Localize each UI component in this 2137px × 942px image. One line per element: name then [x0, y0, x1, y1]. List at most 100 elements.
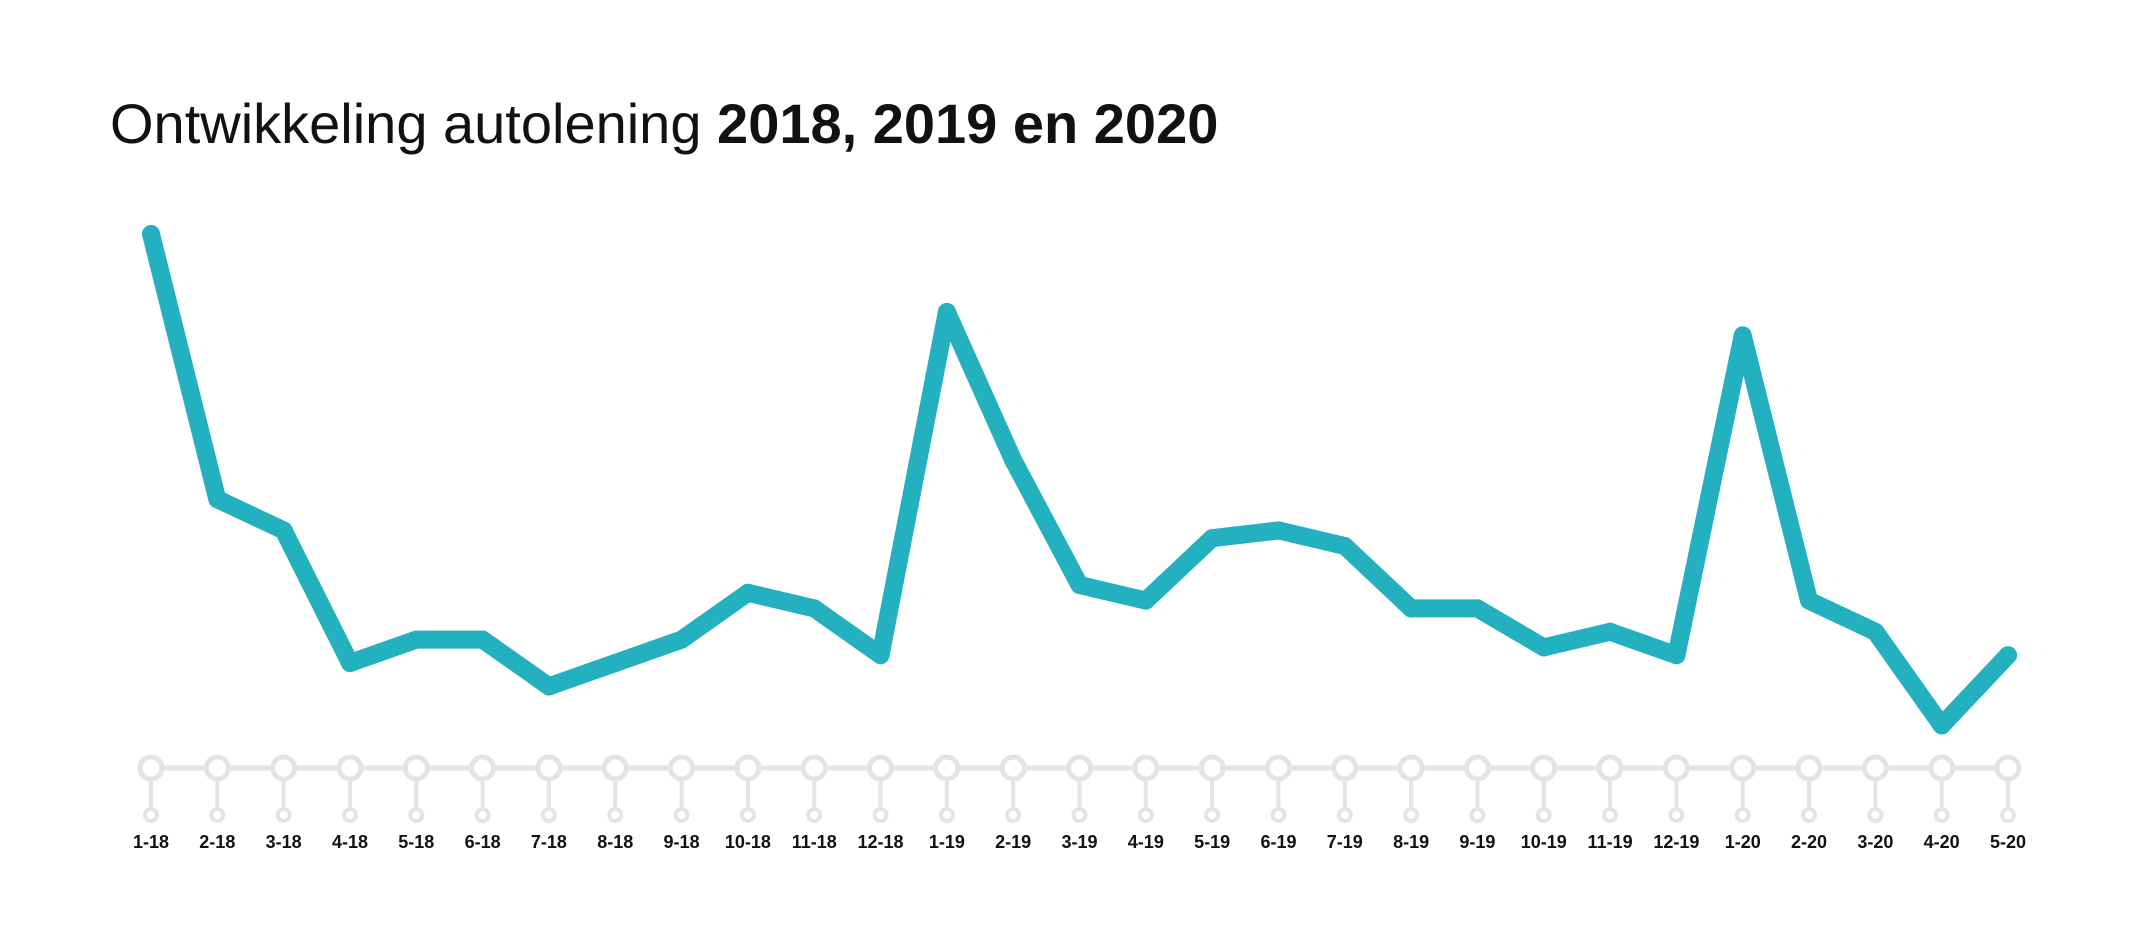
timeline-axis [137, 754, 2022, 823]
x-tick-label: 4-18 [332, 832, 368, 852]
x-tick-label: 1-19 [929, 832, 965, 852]
data-point [1733, 326, 1752, 345]
data-point [1335, 537, 1354, 555]
x-tick-label: 8-18 [597, 832, 633, 852]
x-tick-label: 10-19 [1521, 832, 1567, 852]
timeline-node [1331, 754, 1359, 782]
timeline-end-node [1933, 807, 1950, 823]
data-point [1269, 521, 1288, 540]
data-point [937, 303, 956, 321]
x-tick-label: 4-20 [1924, 832, 1960, 852]
timeline-end-node [1005, 807, 1022, 823]
timeline-end-node [1204, 807, 1221, 823]
timeline-node [1198, 754, 1226, 782]
data-point [1999, 646, 2017, 665]
x-tick-label: 6-19 [1260, 832, 1296, 852]
timeline-end-node [1270, 807, 1287, 823]
x-tick-label: 1-18 [133, 832, 169, 852]
timeline-node [535, 754, 563, 782]
timeline-node [270, 754, 298, 782]
x-tick-label: 12-19 [1653, 832, 1699, 852]
data-point [1070, 576, 1089, 594]
data-point [1534, 638, 1553, 657]
x-tick-label: 7-19 [1327, 832, 1363, 852]
x-tick-label: 3-18 [266, 832, 302, 852]
timeline-node [1795, 754, 1823, 782]
data-point [1932, 716, 1951, 735]
chart-title-light: Ontwikkeling autolening [110, 92, 702, 155]
tick-labels: 1-18 2-18 3-18 4-18 5-18 6-18 7-18 8-18 9-18 10-1… [133, 832, 2026, 852]
timeline-node [469, 754, 497, 782]
timeline-end-node [1071, 807, 1088, 823]
x-tick-label: 11-19 [1588, 832, 1633, 852]
timeline-node [1264, 754, 1292, 782]
data-point [672, 630, 691, 649]
timeline-node [1397, 754, 1425, 782]
timeline-end-node [408, 807, 425, 823]
data-point [1203, 529, 1222, 548]
timeline-end-node [1469, 807, 1486, 823]
timeline-end-node [474, 807, 491, 823]
x-tick-label: 10-18 [725, 832, 771, 852]
timeline-end-node [341, 807, 358, 823]
data-point [539, 677, 558, 696]
timeline-end-node [1602, 807, 1619, 823]
timeline-node [601, 754, 629, 782]
timeline-end-node [806, 807, 823, 823]
timeline-node [1530, 754, 1558, 782]
timeline-node [203, 754, 231, 782]
timeline-node [867, 754, 895, 782]
timeline-node [1662, 754, 1690, 782]
chart-title-bold: 2018, 2019 en 2020 [717, 92, 1219, 155]
timeline-end-node [673, 807, 690, 823]
x-tick-label: 3-20 [1857, 832, 1893, 852]
data-point [871, 646, 890, 665]
x-tick-label: 12-18 [858, 832, 904, 852]
x-tick-label: 2-18 [199, 832, 235, 852]
x-tick-label: 5-19 [1194, 832, 1230, 852]
data-point [1667, 646, 1686, 665]
x-tick-label: 9-18 [664, 832, 700, 852]
timeline-end-node [1668, 807, 1685, 823]
timeline-node [933, 754, 961, 782]
data-point [142, 225, 160, 243]
data-point [1468, 599, 1487, 618]
timeline-node [668, 754, 696, 782]
x-tick-label: 4-19 [1128, 832, 1164, 852]
timeline-end-node [872, 807, 889, 823]
x-tick-label: 1-20 [1725, 832, 1761, 852]
timeline-node [137, 754, 165, 782]
timeline-node [1729, 754, 1757, 782]
data-point [606, 654, 625, 672]
timeline-end-node [275, 807, 292, 823]
timeline-node [800, 754, 828, 782]
timeline-node [1596, 754, 1624, 782]
timeline-end-node [607, 807, 624, 823]
chart-title: Ontwikkeling autolening 2018, 2019 en 20… [110, 92, 1218, 156]
x-tick-label: 11-18 [792, 832, 837, 852]
timeline-end-node [1403, 807, 1420, 823]
x-tick-label: 2-19 [995, 832, 1031, 852]
timeline-node [336, 754, 364, 782]
timeline-end-node [938, 807, 955, 823]
data-point [1601, 622, 1620, 641]
timeline-node [402, 754, 430, 782]
data-point [274, 521, 293, 540]
x-tick-label: 8-19 [1393, 832, 1429, 852]
timeline-node [1861, 754, 1889, 782]
timeline-end-node [1801, 807, 1818, 823]
timeline-end-node [143, 807, 159, 823]
x-tick-label: 5-18 [398, 832, 434, 852]
timeline-node [1463, 754, 1491, 782]
timeline-node [1066, 754, 1093, 782]
x-tick-label: 9-19 [1459, 832, 1495, 852]
timeline-end-node [1137, 807, 1154, 823]
timeline-end-node [1336, 807, 1353, 823]
timeline-node [999, 754, 1027, 782]
x-tick-label: 5-20 [1990, 832, 2026, 852]
data-point [1004, 451, 1023, 470]
data-point [805, 599, 824, 618]
timeline-end-node [540, 807, 557, 823]
